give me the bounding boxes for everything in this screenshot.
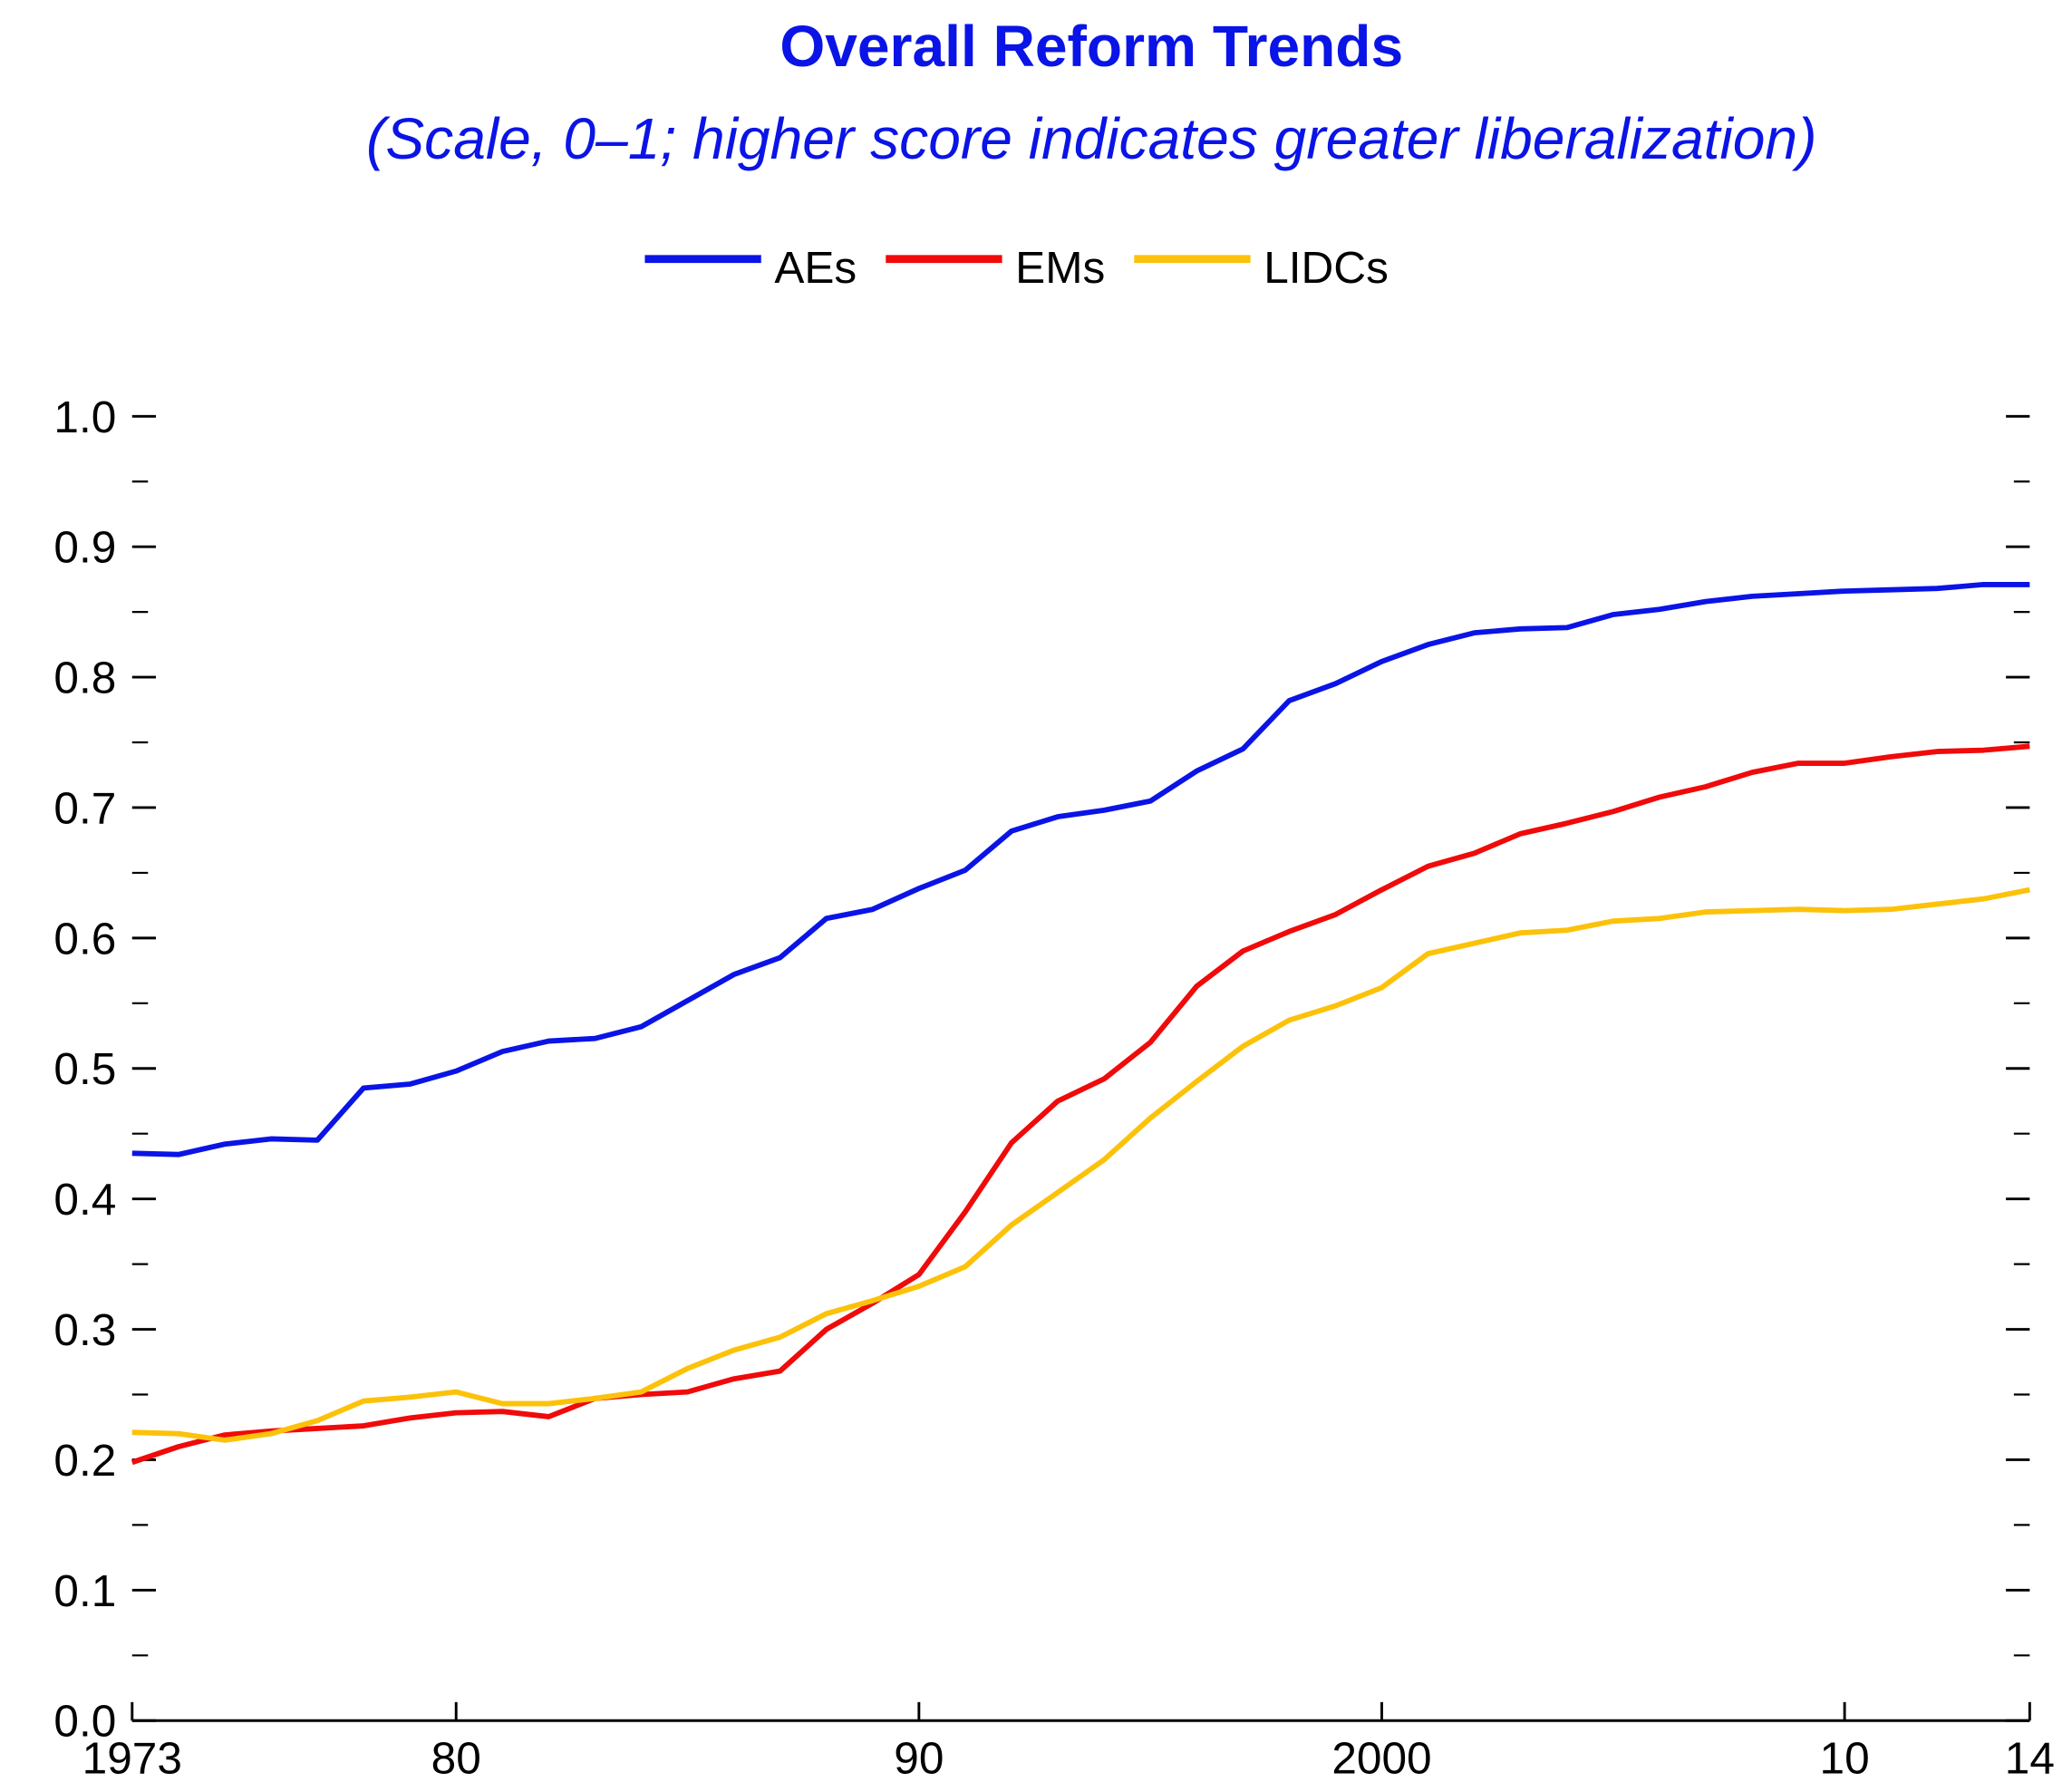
series-line: [131, 581, 2030, 1158]
y-tick-label: 0.2: [53, 1435, 116, 1486]
x-tick-label: 2000: [1331, 1733, 1431, 1784]
x-tick-label: 90: [894, 1733, 944, 1784]
x-tick-label: 1973: [82, 1733, 182, 1784]
y-tick-label: 0.4: [53, 1174, 116, 1225]
legend-label: AEs: [774, 242, 857, 293]
y-tick-label: 0.5: [53, 1043, 116, 1094]
y-tick-label: 0.0: [53, 1696, 116, 1747]
y-tick-label: 0.7: [53, 782, 116, 833]
chart-subtitle: (Scale, 0–1; higher score indicates grea…: [366, 106, 1816, 171]
y-tick-label: 0.8: [53, 653, 116, 703]
series-line: [131, 886, 2030, 1443]
x-tick-label: 80: [431, 1733, 481, 1784]
series-line: [131, 743, 2030, 1466]
chart-title: Overall Reform Trends: [779, 14, 1403, 79]
x-tick-label: 14: [2005, 1733, 2055, 1784]
y-tick-label: 0.6: [53, 913, 116, 964]
y-tick-label: 0.3: [53, 1304, 116, 1355]
legend-label: EMs: [1015, 242, 1105, 293]
legend-label: LIDCs: [1264, 242, 1389, 293]
x-tick-label: 10: [1820, 1733, 1870, 1784]
y-tick-label: 0.1: [53, 1565, 116, 1616]
y-tick-label: 0.9: [53, 522, 116, 573]
y-tick-label: 1.0: [53, 392, 116, 442]
